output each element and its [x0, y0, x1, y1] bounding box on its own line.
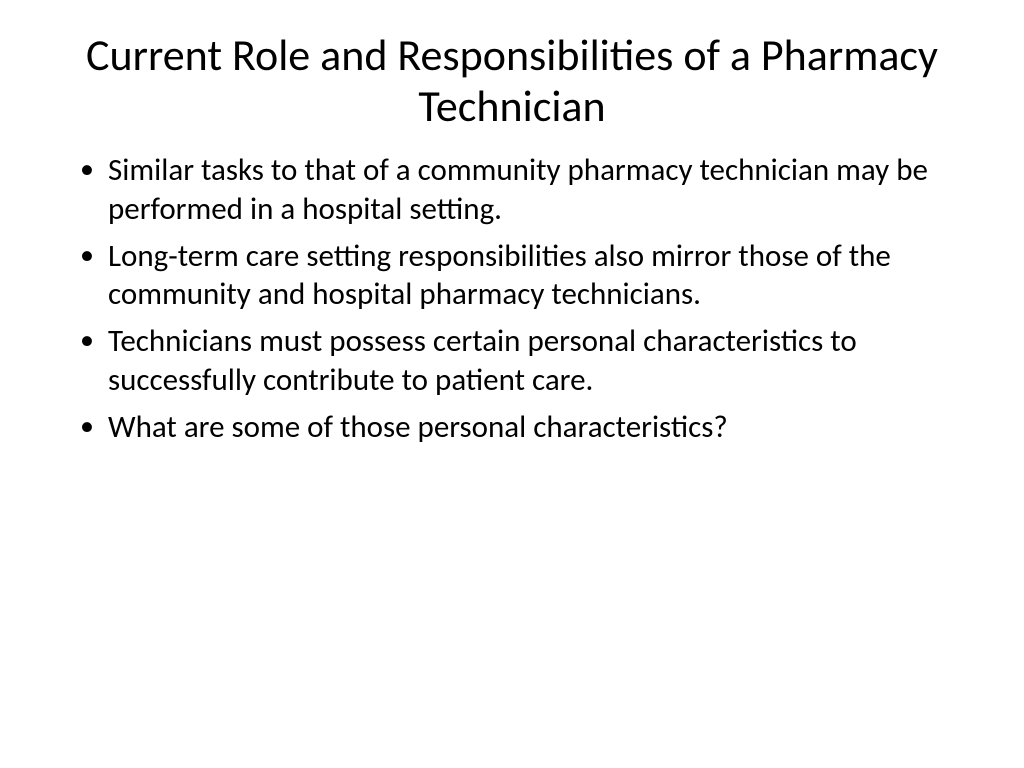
bullet-item: What are some of those personal characte… — [70, 408, 954, 447]
slide-title: Current Role and Responsibilities of a P… — [70, 30, 954, 131]
bullet-item: Similar tasks to that of a community pha… — [70, 151, 954, 229]
bullet-item: Long-term care setting responsibilities … — [70, 237, 954, 315]
bullet-list: Similar tasks to that of a community pha… — [70, 151, 954, 446]
bullet-item: Technicians must possess certain persona… — [70, 322, 954, 400]
